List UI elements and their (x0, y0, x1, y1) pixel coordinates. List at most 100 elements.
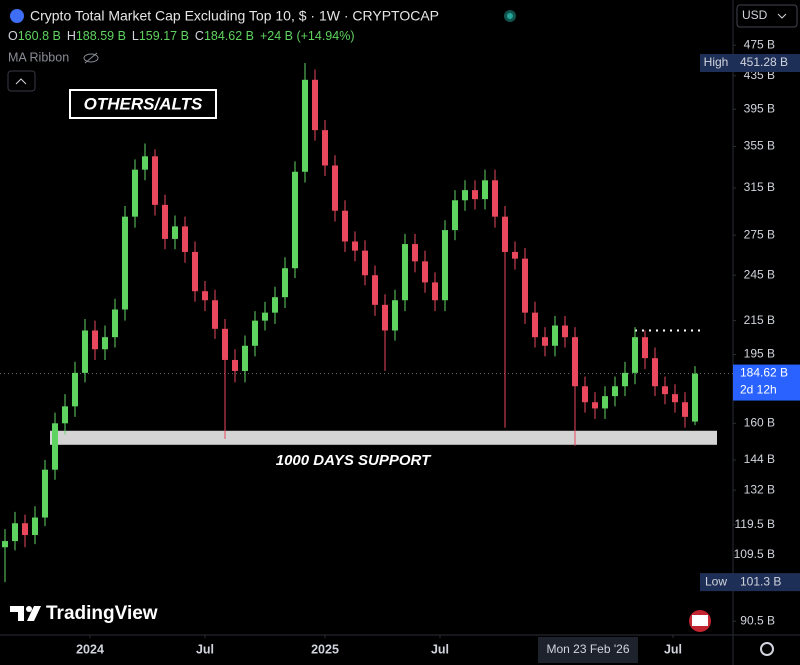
ohlc-value: 184.62 B (204, 29, 254, 43)
candle-body (222, 328, 228, 360)
candle-body (682, 402, 688, 417)
ohlc-key: H (67, 29, 76, 43)
x-tick-label: 2024 (76, 642, 104, 656)
countdown-label: 2d 12h (740, 383, 777, 397)
settings-icon[interactable] (760, 642, 774, 656)
change-value: +24 B (+14.94%) (260, 29, 355, 43)
candle-body (622, 372, 628, 387)
candle-body (562, 325, 568, 338)
candle-body (122, 216, 128, 310)
candle-body (672, 394, 678, 403)
ohlc-key: O (8, 29, 18, 43)
candle-body (542, 337, 548, 346)
x-tick-label: Jul (196, 642, 214, 656)
candle-body (252, 320, 258, 346)
candle-body (102, 337, 108, 350)
candle-body (662, 386, 668, 395)
logo-part (10, 606, 24, 621)
icon-part (83, 53, 99, 63)
candle-body (392, 300, 398, 331)
y-tick-label: 355 B (744, 139, 775, 153)
icon-part (84, 52, 98, 64)
candle-body (612, 386, 618, 397)
last-price-bg (733, 364, 800, 401)
candle-body (572, 337, 578, 387)
candle-body (632, 337, 638, 373)
x-tick-label: Jul (664, 642, 682, 656)
y-tick-label: 132 B (744, 482, 775, 496)
candle-body (42, 469, 48, 518)
annotation: OTHERS/ALTS (84, 94, 203, 113)
chart-title: Crypto Total Market Cap Excluding Top 10… (30, 8, 439, 24)
marker-value-bg (733, 54, 800, 73)
y-tick-label: 109.5 B (734, 547, 775, 561)
candle-body (422, 261, 428, 283)
candle-body (512, 251, 518, 259)
candle-body (272, 297, 278, 313)
marker-name-bg (700, 573, 733, 592)
y-tick-label: 90.5 B (740, 613, 775, 627)
symbol-icon (10, 9, 24, 23)
last-price-label: 184.62 B (740, 366, 788, 380)
marker-name-bg (700, 54, 733, 73)
support-zone (50, 430, 717, 445)
candle-body (342, 210, 348, 242)
y-tick-label: 395 B (744, 101, 775, 115)
candle-body (432, 282, 438, 301)
currency-button[interactable] (736, 4, 798, 28)
indicator-label: MA Ribbon (8, 50, 69, 64)
eye-off-icon[interactable] (83, 52, 99, 64)
collapse-button[interactable] (7, 70, 36, 92)
candle-body (462, 190, 468, 201)
y-tick-label: 475 B (744, 37, 775, 51)
candle-body (642, 337, 648, 359)
marker-name: High (704, 55, 729, 69)
candle-body (232, 359, 238, 371)
candle-body (402, 244, 408, 301)
ohlc-key: L (132, 29, 139, 43)
candle-body (12, 523, 18, 542)
y-tick-label: 160 B (744, 415, 775, 429)
candle-body (322, 130, 328, 166)
status-dot (507, 13, 513, 19)
candle-body (162, 204, 168, 239)
brand-name: TradingView (46, 603, 158, 624)
x-tick-label: 2025 (311, 642, 339, 656)
candle-body (452, 200, 458, 231)
annotation: 1000 DAYS SUPPORT (276, 452, 432, 469)
candle-body (602, 396, 608, 409)
candle-body (312, 79, 318, 131)
candle-body (442, 230, 448, 301)
candle-body (532, 312, 538, 338)
candle-body (212, 300, 218, 329)
y-tick-label: 119.5 B (735, 517, 775, 531)
candle-body (32, 517, 38, 536)
candle-body (62, 406, 68, 424)
y-tick-label: 144 B (744, 452, 775, 466)
logo-part (27, 606, 41, 621)
candle-body (592, 402, 598, 409)
x-tick-label: Jul (431, 642, 449, 656)
candle-body (172, 226, 178, 239)
y-tick-label: 315 B (744, 180, 775, 194)
candle-body (92, 330, 98, 350)
candle-body (192, 251, 198, 292)
marker-value-bg (733, 573, 800, 592)
candle-body (332, 165, 338, 211)
candle-body (142, 156, 148, 170)
candle-body (82, 330, 88, 373)
y-tick-label: 195 B (744, 347, 775, 361)
annotation-box (69, 89, 217, 119)
candle-body (72, 372, 78, 407)
y-tick-label: 215 B (744, 313, 775, 327)
candle-body (242, 345, 248, 371)
marker-value: 101.3 B (740, 574, 781, 588)
collapse-icon (15, 78, 27, 85)
marker-value: 451.28 B (740, 55, 788, 69)
candle-body (352, 241, 358, 251)
candle-body (302, 79, 308, 172)
candle-body (482, 180, 488, 200)
candle-body (502, 216, 508, 252)
y-tick-label: 245 B (744, 267, 775, 281)
